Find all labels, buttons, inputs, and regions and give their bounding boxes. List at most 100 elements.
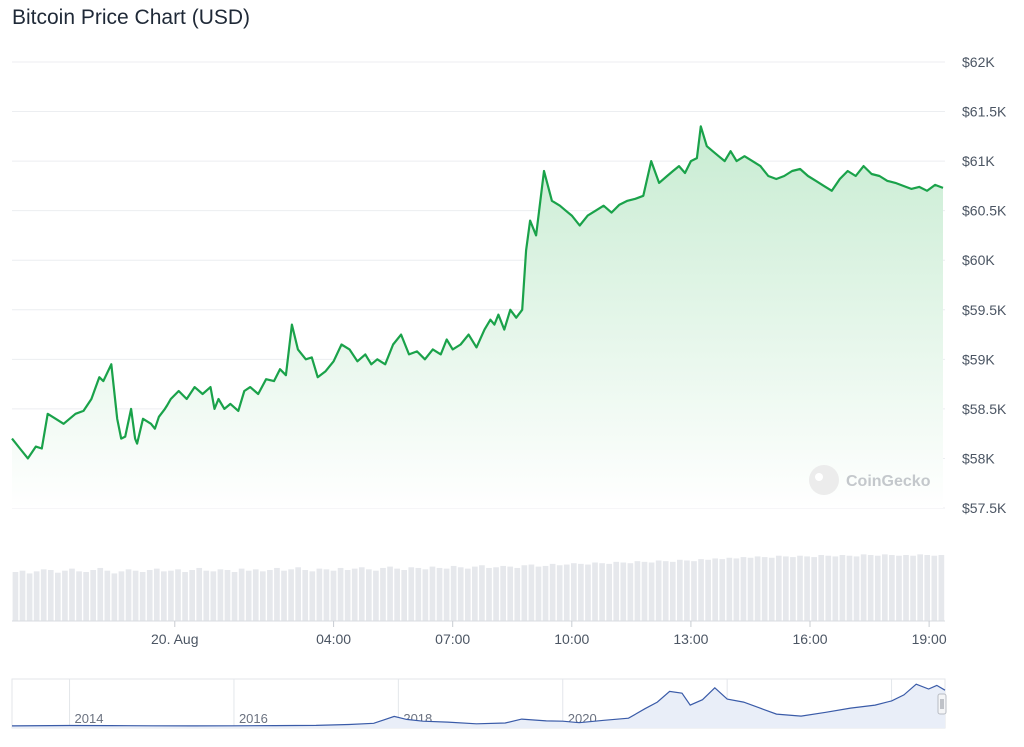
navigator-year-label: 2016: [239, 711, 268, 726]
volume-bar: [281, 570, 287, 621]
volume-bar: [429, 566, 436, 621]
navigator-year-label: 2014: [75, 711, 104, 726]
volume-bar: [507, 566, 514, 621]
volume-bar: [613, 561, 620, 621]
volume-bar: [267, 570, 273, 621]
y-tick-label: $61K: [962, 153, 995, 169]
volume-bar: [139, 572, 146, 621]
volume-bar: [337, 567, 344, 621]
volume-bar: [528, 564, 535, 621]
time-navigator[interactable]: 201420162018202020222024: [11, 678, 947, 729]
volume-bar: [330, 570, 337, 621]
volume-bar: [818, 555, 825, 621]
volume-bar: [153, 568, 160, 621]
volume-bar: [839, 555, 846, 621]
volume-bar: [387, 566, 393, 621]
volume-bar: [231, 572, 238, 621]
volume-bar: [570, 563, 577, 621]
x-tick-label: 19:00: [912, 631, 947, 647]
volume-bar: [910, 555, 916, 621]
volume-bar: [189, 570, 195, 621]
volume-bar: [691, 561, 697, 621]
volume-bar: [655, 560, 662, 621]
volume-bar: [712, 558, 719, 621]
volume-bar: [563, 564, 570, 621]
y-tick-label: $58.5K: [962, 401, 1007, 417]
volume-bar: [620, 562, 627, 621]
volume-bar: [669, 561, 676, 621]
volume-bar: [493, 567, 499, 621]
volume-bar: [196, 567, 203, 621]
volume-bar: [627, 563, 634, 621]
volume-bar: [55, 572, 61, 621]
volume-bar: [97, 567, 104, 621]
volume-bar: [203, 570, 210, 621]
price-area: [11, 125, 944, 509]
volume-bar: [931, 555, 938, 621]
volume-bar: [896, 555, 902, 621]
volume-bar: [662, 561, 669, 621]
volume-bar: [443, 568, 450, 621]
volume-bar: [775, 555, 782, 621]
watermark-label: CoinGecko: [846, 473, 931, 490]
volume-bar: [804, 556, 810, 621]
volume-bar: [549, 563, 556, 621]
coingecko-logo-icon: [809, 465, 839, 495]
x-axis: 20. Aug 04:00 07:00 10:00 13:00 16:00 19:00: [151, 621, 947, 647]
volume-bar: [83, 572, 89, 621]
volume-bar: [938, 555, 945, 621]
y-tick-label: $59.5K: [962, 302, 1007, 318]
volume-bar: [521, 565, 528, 621]
volume-bar: [542, 565, 549, 621]
volume-bar: [394, 568, 400, 621]
volume-bar: [366, 569, 372, 621]
volume-bar: [26, 573, 33, 621]
volume-bar: [500, 565, 506, 621]
volume-bar: [535, 566, 542, 621]
volume-bar: [245, 570, 252, 621]
volume-bar: [747, 557, 754, 621]
volume-bar: [464, 568, 471, 621]
volume-bar: [351, 568, 358, 621]
volume-bar: [217, 569, 224, 621]
volume-bar: [874, 555, 881, 621]
volume-bar: [832, 556, 839, 621]
volume-bar: [104, 570, 111, 621]
x-tick-label: 07:00: [435, 631, 470, 647]
coingecko-logo-eye-icon: [815, 473, 823, 481]
price-line[interactable]: [11, 125, 944, 460]
volume-bar: [754, 556, 761, 621]
coingecko-watermark: CoinGecko: [809, 465, 931, 495]
volume-bar: [161, 571, 167, 621]
navigator-area: [12, 684, 945, 728]
volume-bar: [450, 565, 457, 621]
volume-bar: [274, 567, 280, 621]
volume-bar: [556, 565, 563, 621]
volume-bar: [436, 567, 443, 621]
volume-bar: [846, 555, 853, 621]
y-tick-label: $62K: [962, 54, 995, 70]
volume-bar: [924, 555, 931, 621]
volume-bar: [316, 568, 323, 621]
volume-bar: [761, 557, 768, 621]
volume-bar: [592, 562, 598, 621]
volume-bar: [740, 557, 747, 621]
volume-bar: [889, 555, 895, 621]
volume-bar: [408, 567, 415, 621]
volume-bar: [12, 572, 19, 621]
volume-bar: [69, 568, 75, 621]
volume-bar: [825, 555, 832, 621]
x-tick-label: 04:00: [316, 631, 351, 647]
navigator-handle[interactable]: [937, 693, 947, 715]
volume-bar: [705, 559, 711, 621]
volume-bar: [224, 570, 231, 621]
volume-bar: [698, 559, 704, 621]
navigator-line: [11, 683, 946, 727]
volume-bar: [853, 556, 860, 621]
y-tick-label: $58K: [962, 450, 995, 466]
volume-bar: [380, 567, 386, 621]
volume-bar: [860, 554, 867, 621]
volume-bar: [479, 565, 485, 621]
volume-bar: [790, 557, 796, 621]
